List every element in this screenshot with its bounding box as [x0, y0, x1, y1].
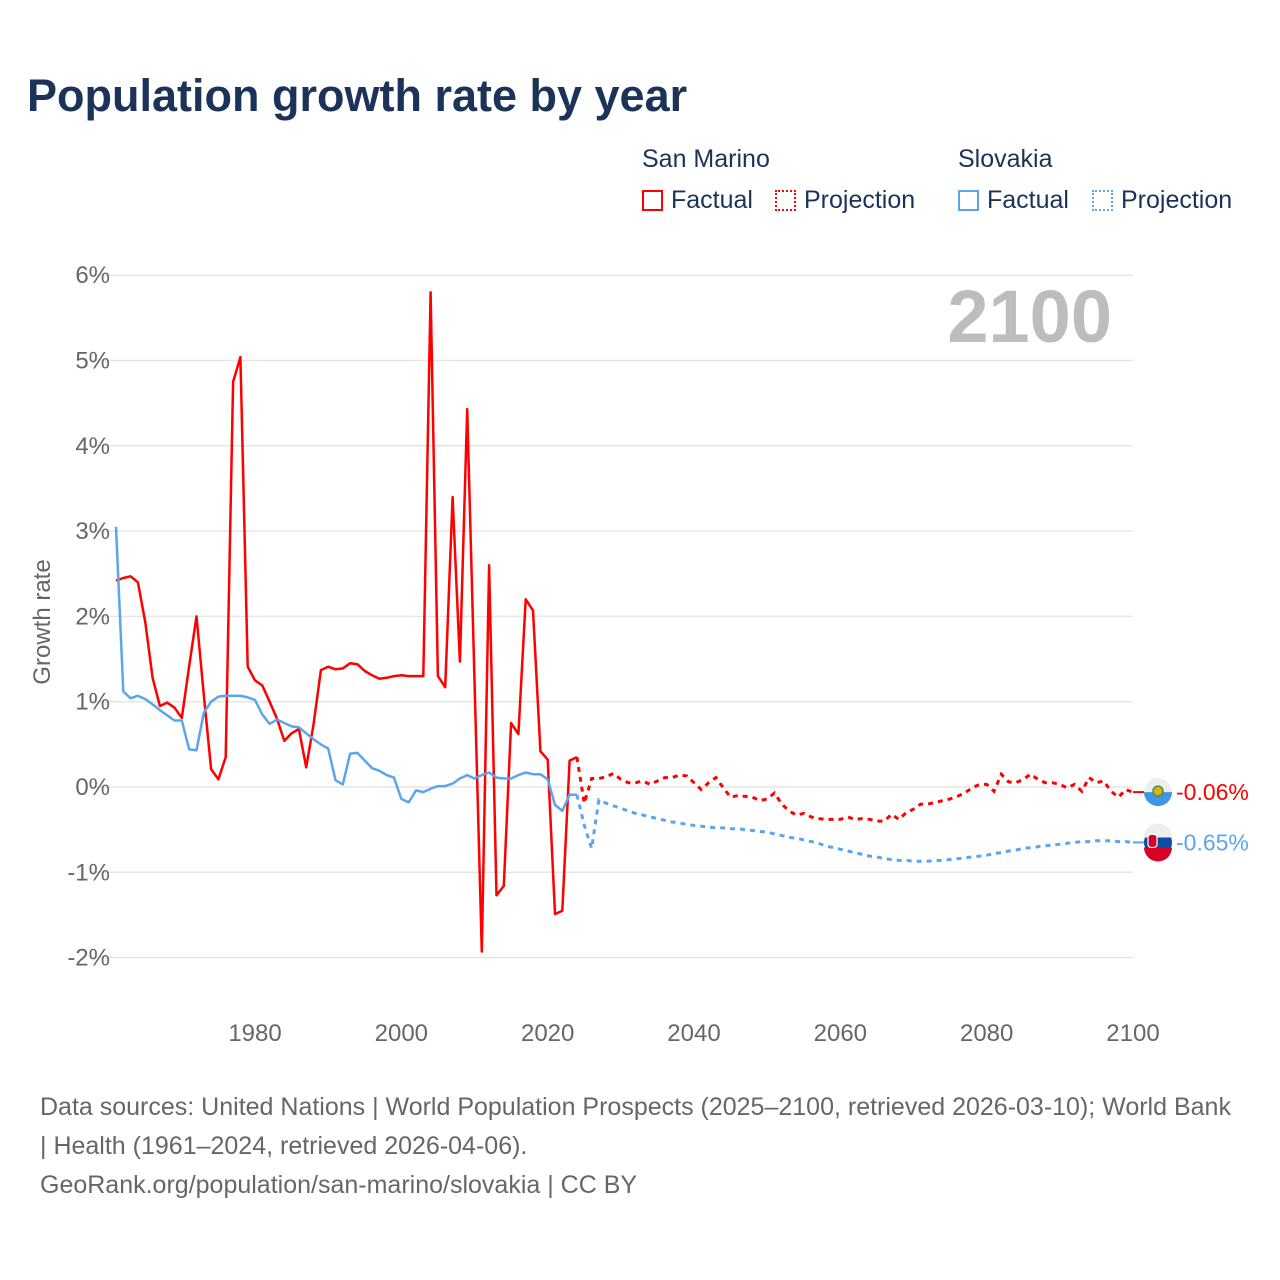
y-tick-label: 5% — [75, 348, 110, 375]
y-tick-label: 4% — [75, 433, 110, 460]
x-tick-label: 2000 — [375, 1020, 428, 1047]
legend-item-slovakia-factual[interactable]: Factual — [958, 186, 1069, 215]
legend-label: Projection — [1121, 186, 1233, 214]
legend-item-san-marino-factual[interactable]: Factual — [642, 186, 753, 215]
legend-label: Projection — [804, 186, 916, 214]
slovakia-projection-line — [575, 794, 1134, 863]
legend-swatch — [958, 190, 979, 211]
y-tick-label: 1% — [75, 689, 110, 716]
year-label: 2100 — [947, 275, 1112, 358]
x-tick-label: 2060 — [814, 1020, 867, 1047]
legend-swatch — [642, 190, 663, 211]
legend-group-san-marino: San Marino — [642, 145, 770, 173]
legend-swatch — [775, 190, 796, 211]
legend-group-slovakia: Slovakia — [958, 145, 1053, 173]
data-sources: Data sources: United Nations | World Pop… — [40, 1093, 1231, 1160]
footer: Data sources: United Nations | World Pop… — [40, 1088, 1240, 1205]
x-tick-label: 1980 — [228, 1020, 281, 1047]
y-tick-label: 2% — [75, 603, 110, 630]
y-tick-label: 0% — [75, 774, 110, 801]
legend-swatch — [1092, 190, 1113, 211]
y-tick-label: 3% — [75, 518, 110, 545]
x-tick-label: 2100 — [1106, 1020, 1159, 1047]
x-tick-label: 2020 — [521, 1020, 574, 1047]
legend-item-slovakia-projection[interactable]: Projection — [1092, 186, 1232, 215]
y-axis-label: Growth rate — [29, 559, 56, 684]
legend-item-san-marino-projection[interactable]: Projection — [775, 186, 915, 215]
y-tick-label: 6% — [75, 262, 110, 289]
source-link[interactable]: GeoRank.org/population/san-marino/slovak… — [40, 1171, 638, 1199]
san-marino-factual-line — [115, 291, 578, 953]
slovakia-factual-line — [114, 526, 577, 813]
legend-label: Factual — [671, 186, 753, 214]
san-marino-end-label: -0.06% — [1176, 779, 1249, 805]
y-tick-label: -2% — [67, 945, 110, 972]
san-marino-flag-icon — [1144, 778, 1172, 807]
x-tick-label: 2040 — [667, 1020, 720, 1047]
slovakia-end-label: -0.65% — [1176, 829, 1249, 855]
chart-title: Population growth rate by year — [27, 70, 688, 121]
san-marino-projection-line — [575, 756, 1134, 823]
legend-label: Factual — [987, 186, 1069, 214]
x-tick-label: 2080 — [960, 1020, 1013, 1047]
slovakia-flag-icon — [1144, 823, 1172, 862]
y-tick-label: -1% — [67, 859, 110, 886]
